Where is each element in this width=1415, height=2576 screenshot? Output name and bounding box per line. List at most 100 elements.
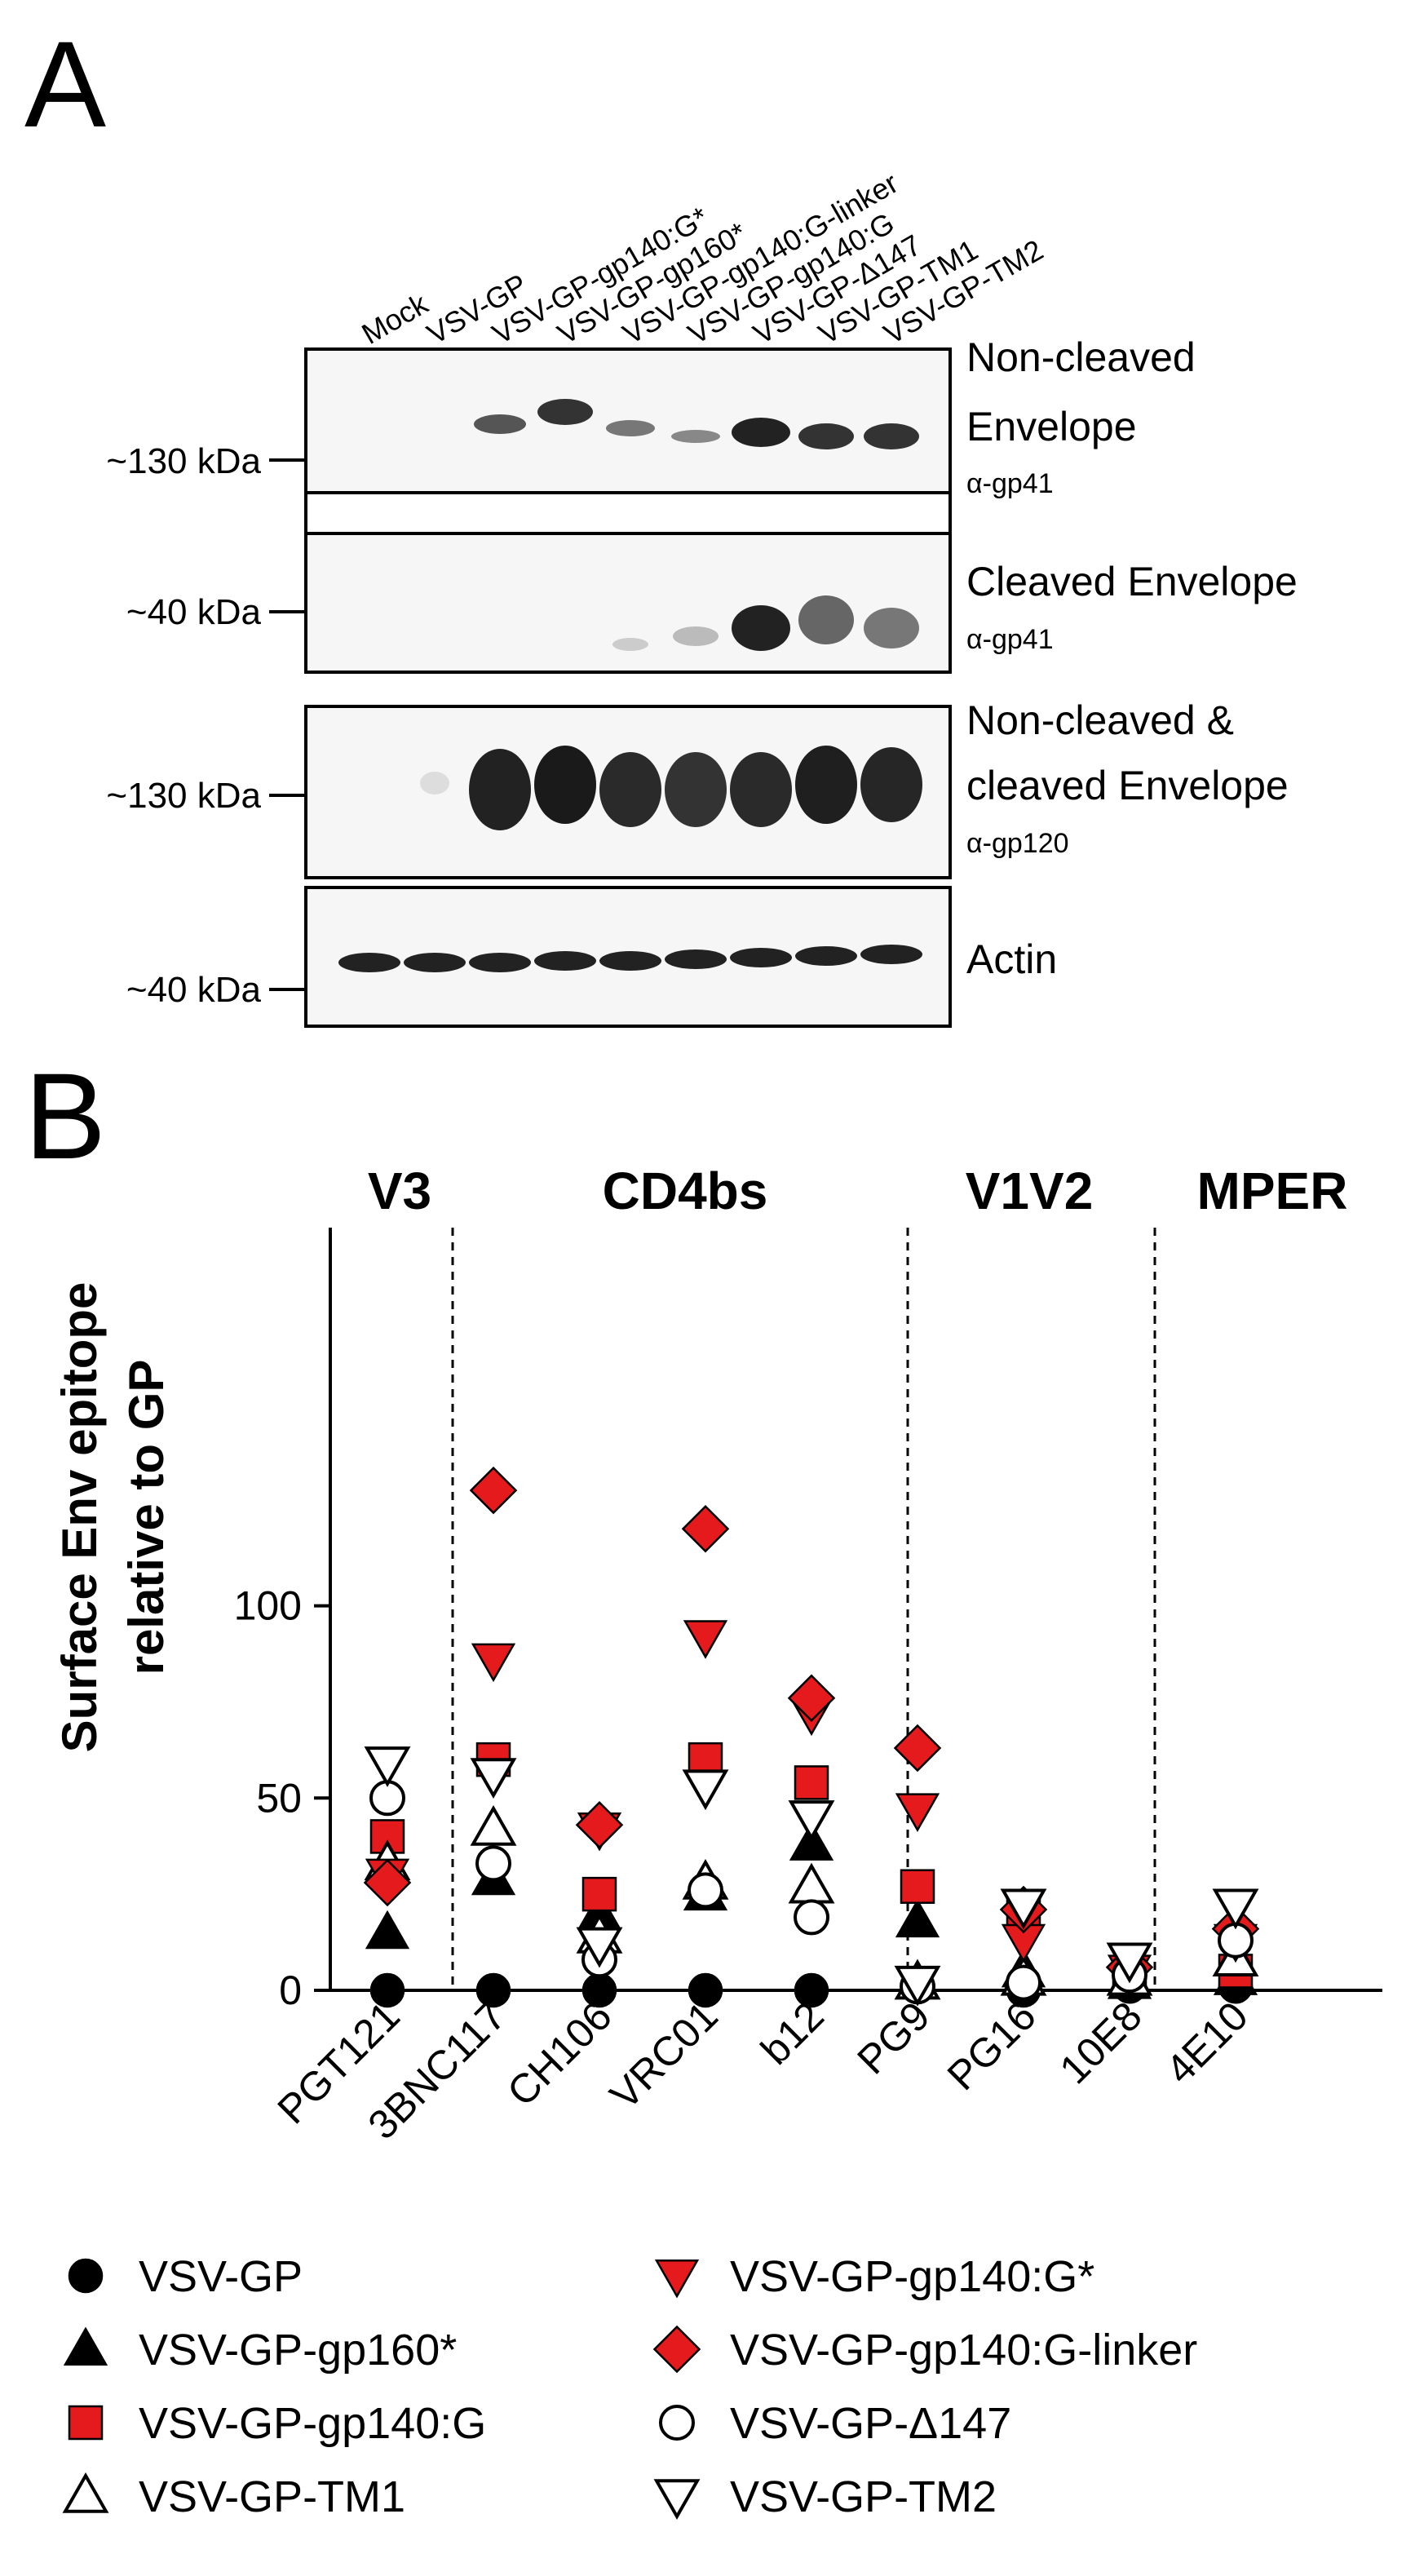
blot-title: cleaved Envelope [966, 763, 1289, 808]
blot-title: Non-cleaved & [966, 697, 1234, 743]
data-point-triangle-down [1212, 1888, 1259, 1930]
data-point-triangle-down [894, 1965, 941, 2007]
data-point-circle [1006, 1964, 1041, 2001]
group-title: V3 [368, 1162, 431, 1220]
data-point-diamond [469, 1466, 518, 1515]
group-title: MPER [1197, 1162, 1348, 1220]
legend-marker [659, 2405, 695, 2441]
x-tick-label: PG9 [848, 1993, 938, 2082]
data-point-triangle-down [364, 1746, 411, 1787]
mw-marker: ~130 kDa [106, 776, 261, 816]
legend-label: VSV-GP-gp160* [139, 2326, 457, 2375]
data-point-triangle-down [682, 1769, 729, 1811]
legend-label: VSV-GP-Δ147 [730, 2399, 1011, 2448]
data-point-diamond [575, 1801, 624, 1849]
legend-marker [68, 2258, 104, 2294]
legend-item: VSV-GP-gp160* [63, 2326, 457, 2375]
data-point-triangle-up [789, 1821, 834, 1861]
group-titles: V3 CD4bs V1V2 MPER [368, 1162, 1348, 1220]
legend-marker [653, 2479, 701, 2521]
data-point-square [900, 1869, 935, 1904]
data-point-triangle-down [895, 1793, 940, 1832]
y-tick-label: 100 [234, 1583, 302, 1629]
blot-title: Non-cleaved [966, 334, 1196, 380]
lane-label: Mock [356, 286, 435, 351]
blot-bands [420, 746, 922, 830]
blot-bands [338, 945, 922, 972]
legend-label: VSV-GP-TM1 [139, 2472, 405, 2521]
legend-marker [62, 2472, 109, 2513]
legend-label: VSV-GP-gp140:G-linker [730, 2326, 1197, 2375]
legend-marker [63, 2326, 108, 2366]
legend: VSV-GP VSV-GP-gp160* VSV-GP-gp140:G VSV-… [62, 2252, 1197, 2521]
legend-label: VSV-GP-TM2 [730, 2472, 997, 2521]
x-tick-label: VRC01 [601, 1993, 727, 2118]
y-tick-label: 0 [279, 1967, 302, 2013]
data-point-triangle-down [471, 1643, 516, 1683]
blot-non-cleaved-envelope [304, 347, 952, 674]
blot-title: Cleaved Envelope [966, 559, 1298, 604]
legend-marker [652, 2325, 701, 2374]
y-axis-title-line: relative to GP [119, 1360, 174, 1675]
mw-marker: ~40 kDa [126, 592, 262, 632]
data-point-diamond [681, 1505, 730, 1553]
legend-symbol-diamond [652, 2325, 701, 2374]
y-axis-title-line: Surface Env epitope [52, 1282, 107, 1753]
legend-item: VSV-GP-TM2 [653, 2472, 997, 2521]
data-point-circle [475, 1845, 511, 1882]
mw-marker: ~40 kDa [126, 970, 262, 1010]
x-tick-label: 4E10 [1157, 1993, 1257, 2092]
legend-label: VSV-GP-gp140:G [139, 2399, 486, 2448]
data-point-circle [688, 1972, 723, 2008]
data-point-triangle-down [576, 1927, 623, 1968]
y-ticks: 0 50 100 [234, 1583, 330, 2013]
legend-symbol-triangle-down [654, 2260, 700, 2299]
data-point-square [794, 1765, 829, 1800]
legend-item: VSV-GP-Δ147 [659, 2399, 1011, 2448]
data-point-triangle-down [788, 1800, 835, 1841]
data-point-circle [369, 1972, 405, 2008]
legend-marker [654, 2260, 700, 2299]
data-point-diamond [363, 1858, 412, 1907]
y-tick-label: 50 [256, 1775, 302, 1821]
blot-titles: Non-cleaved Envelope α-gp41 Cleaved Enve… [966, 334, 1298, 982]
blot-gp120 [304, 705, 952, 879]
mw-marker: ~130 kDa [106, 441, 261, 481]
data-point-diamond [787, 1674, 836, 1722]
data-point-circle [794, 1899, 829, 1936]
data-point-circle [794, 1972, 829, 2008]
legend-item: VSV-GP [68, 2252, 303, 2301]
blot-title: Actin [966, 936, 1057, 982]
data-point-triangle-down [1106, 1942, 1153, 1984]
legend-symbol-circle [68, 2258, 104, 2294]
data-point-circle [688, 1872, 723, 1909]
data-point-triangle-up [895, 1898, 940, 1938]
legend-item: VSV-GP-gp140:G-linker [652, 2325, 1197, 2375]
panel-a-label: A [24, 15, 106, 153]
x-tick-label: PG16 [939, 1993, 1045, 2099]
antibody-label: α-gp120 [966, 828, 1069, 859]
data-point-circle [581, 1972, 617, 2008]
lane-labels: Mock VSV-GP VSV-GP-gp140:G* VSV-GP-gp160… [356, 166, 1049, 351]
group-title: V1V2 [966, 1162, 1094, 1220]
antibody-label: α-gp41 [966, 624, 1054, 655]
x-tick-labels: PGT121 3BNC117 CH106 VRC01 b12 PG9 PG16 … [269, 1993, 1257, 2148]
legend-symbol-triangle-up [63, 2326, 108, 2366]
antibody-label: α-gp41 [966, 468, 1054, 499]
data-point-square [581, 1876, 617, 1912]
y-axis-title: Surface Env epitope relative to GP [52, 1282, 174, 1753]
legend-item: VSV-GP-gp140:G [68, 2399, 486, 2448]
legend-symbol-triangle-up [62, 2472, 109, 2513]
data-points [363, 1466, 1260, 2008]
panel-b-label: B [24, 1047, 106, 1184]
data-point-triangle-up [470, 1804, 517, 1846]
data-point-circle [475, 1972, 511, 2008]
data-point-triangle-up [788, 1862, 835, 1904]
blot-title: Envelope [966, 404, 1137, 449]
legend-item: VSV-GP-gp140:G* [654, 2252, 1094, 2301]
group-dividers [451, 1228, 1156, 1990]
data-point-triangle-down [683, 1620, 728, 1659]
legend-symbol-circle [659, 2405, 695, 2441]
